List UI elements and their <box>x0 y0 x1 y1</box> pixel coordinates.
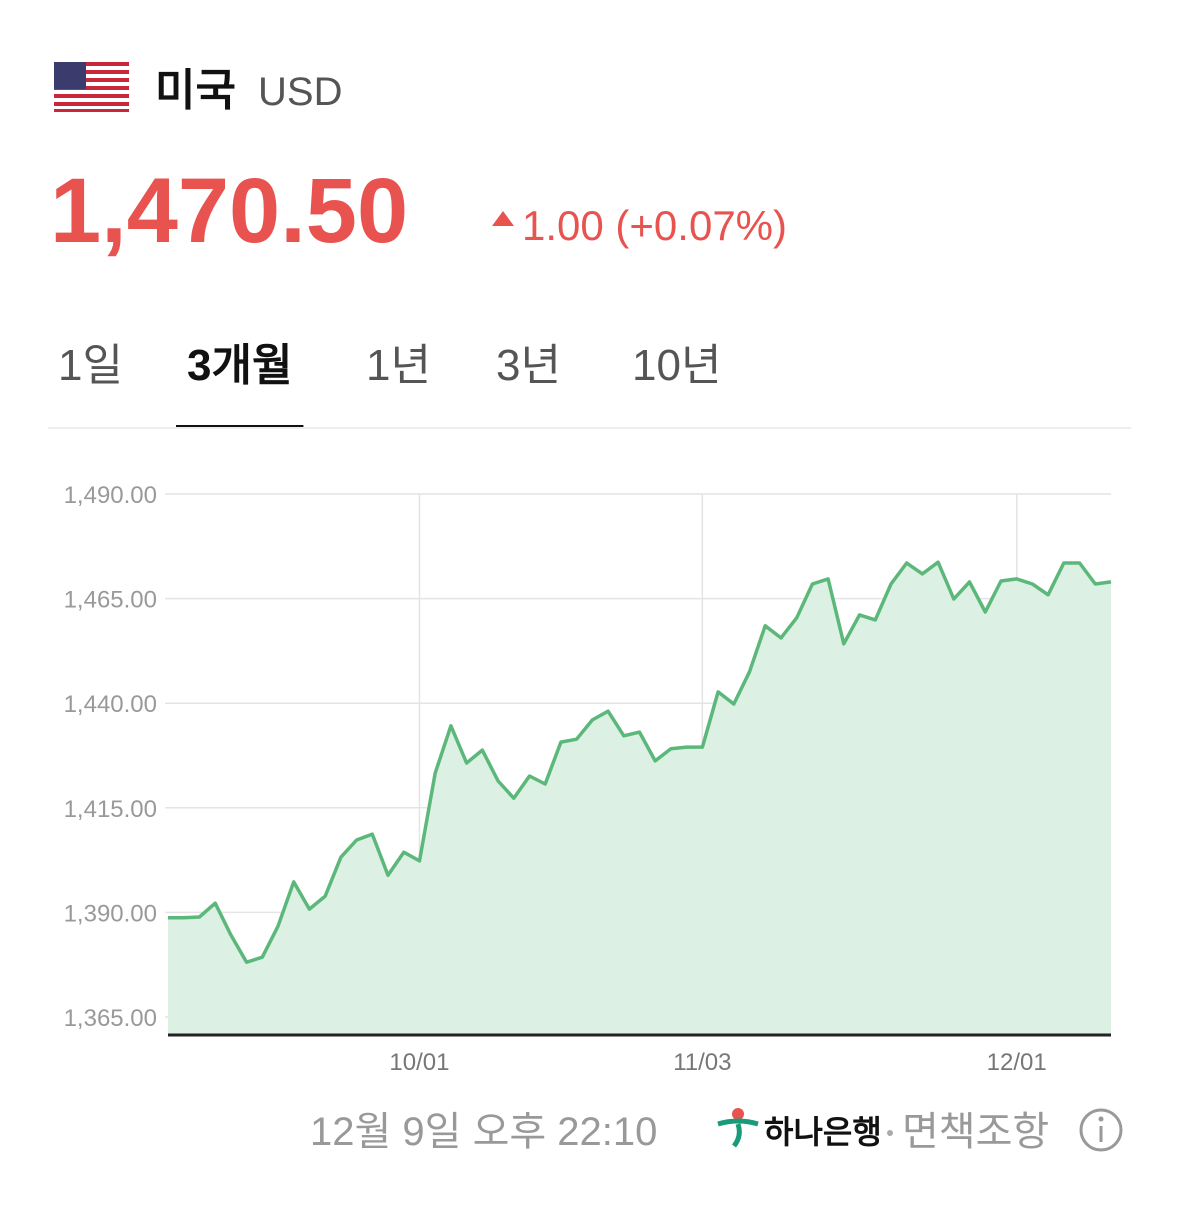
price: 1,470.50 <box>50 160 408 262</box>
y-tick-label: 1,390.00 <box>64 900 157 927</box>
currency: USD <box>258 70 342 114</box>
line <box>168 560 1112 964</box>
tab[interactable]: 10년 <box>632 341 721 390</box>
x-tick-label: 12/01 <box>987 1049 1047 1076</box>
change: 1.00 (+0.07%) <box>522 202 787 249</box>
area <box>168 562 1111 1035</box>
tab[interactable]: 3개월 <box>187 341 292 390</box>
tab[interactable]: 1일 <box>58 341 123 390</box>
bank-logo <box>717 1108 759 1148</box>
x-tick-label: 10/01 <box>389 1049 449 1076</box>
chart: 1,365.00 1,390.00 1,415.00 1,440.00 1,465.00… <box>64 482 1112 1076</box>
country: 미국 <box>155 66 236 115</box>
y-tick-label: 1,415.00 <box>64 796 157 823</box>
x-tick-label: 11/03 <box>673 1049 731 1076</box>
timestamp: 12월 9일 오후 22:10 <box>310 1110 657 1154</box>
tab[interactable]: 1년 <box>366 341 431 390</box>
disclaimer[interactable]: 면책조항 <box>902 1110 1049 1154</box>
bank: 하나은행 <box>764 1114 882 1150</box>
y-tick-label: 1,365.00 <box>64 1005 157 1032</box>
y-tick-label: 1,440.00 <box>64 691 157 718</box>
separator <box>887 1130 893 1136</box>
y-tick-label: 1,490.00 <box>64 482 157 509</box>
y-tick-label: 1,465.00 <box>64 587 157 614</box>
tab-underline <box>176 425 304 428</box>
up-arrow <box>492 211 514 226</box>
info-icon[interactable] <box>1079 1108 1123 1152</box>
tab[interactable]: 3년 <box>496 341 561 390</box>
tabs: 1일 3개월 1년 3년 10년 <box>58 341 721 428</box>
us-flag <box>54 62 129 112</box>
